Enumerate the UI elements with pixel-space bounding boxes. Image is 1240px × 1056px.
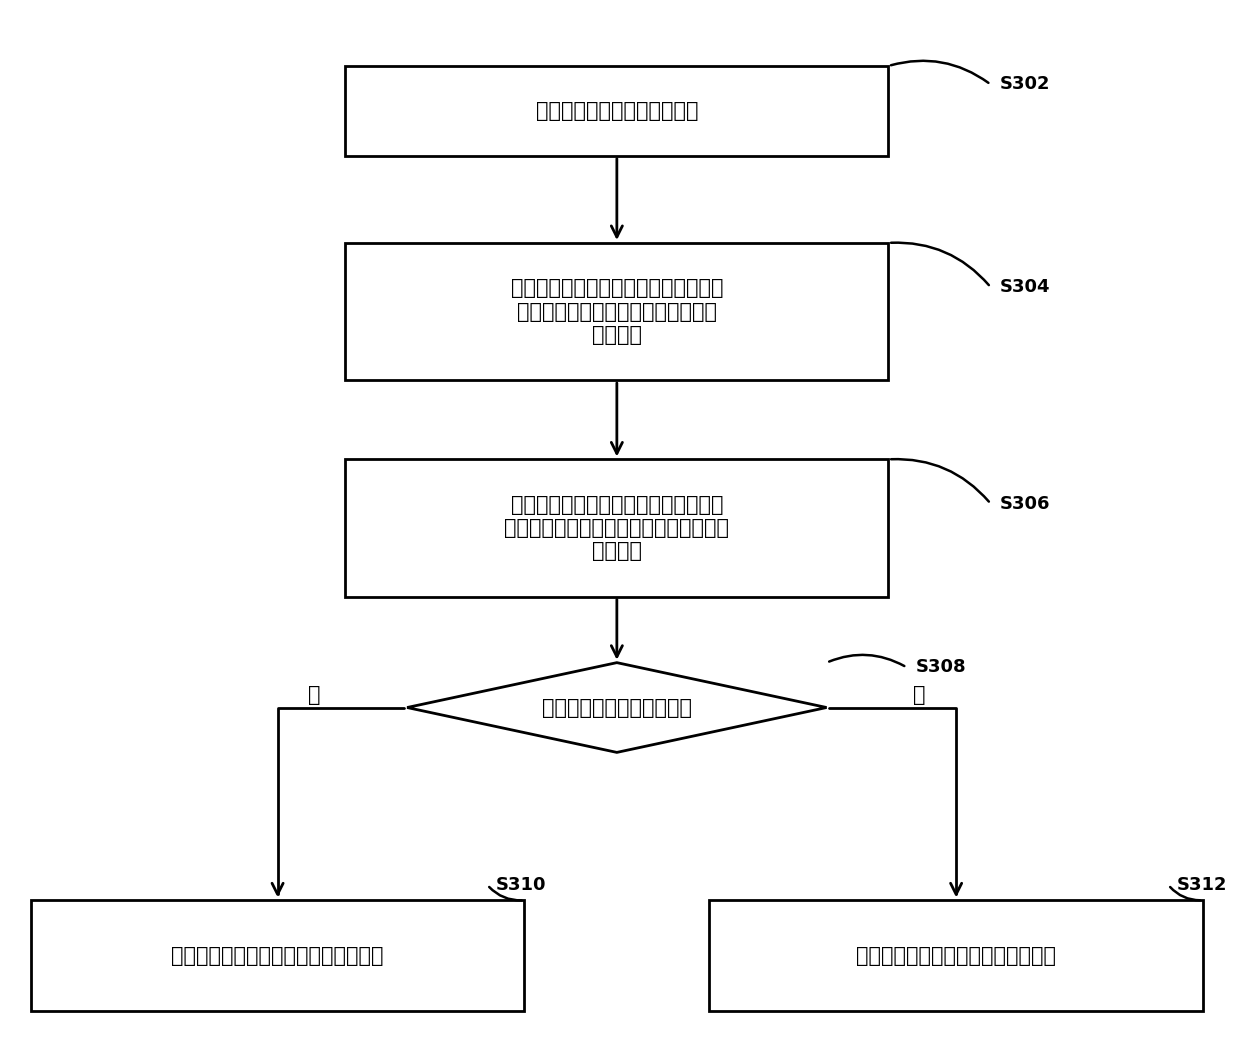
Polygon shape [407, 663, 827, 752]
Text: S306: S306 [999, 494, 1050, 513]
Text: S308: S308 [915, 658, 966, 677]
Text: 计算维持时间与预置的统计时间的时间
差值，统计时间根据维持时间的历史记录
统计得出: 计算维持时间与预置的统计时间的时间 差值，统计时间根据维持时间的历史记录 统计得… [505, 495, 729, 561]
Text: 是: 是 [309, 685, 321, 704]
Text: 否: 否 [913, 685, 925, 704]
Text: S302: S302 [999, 75, 1050, 94]
Text: 根据氮气浓度确定密封空间内部的氮气
浓度维持在预设的待测浓度范围内的
维持时间: 根据氮气浓度确定密封空间内部的氮气 浓度维持在预设的待测浓度范围内的 维持时间 [511, 279, 723, 344]
Text: 检测密封空间内部的氮气浓度: 检测密封空间内部的氮气浓度 [536, 101, 698, 120]
Text: S310: S310 [496, 875, 547, 894]
Text: 判定密封空间的气密性达到预设要求: 判定密封空间的气密性达到预设要求 [856, 946, 1056, 965]
Text: S304: S304 [999, 278, 1050, 297]
Bar [31, 900, 525, 1012]
Text: 时间差值是否大于预设阈值: 时间差值是否大于预设阈值 [542, 698, 692, 717]
Text: S312: S312 [1177, 875, 1228, 894]
Bar [346, 243, 888, 380]
Text: 判定密封空间的气密性未达到预设要求: 判定密封空间的气密性未达到预设要求 [171, 946, 384, 965]
Bar [346, 459, 888, 597]
Bar [346, 65, 888, 155]
Bar [709, 900, 1203, 1012]
